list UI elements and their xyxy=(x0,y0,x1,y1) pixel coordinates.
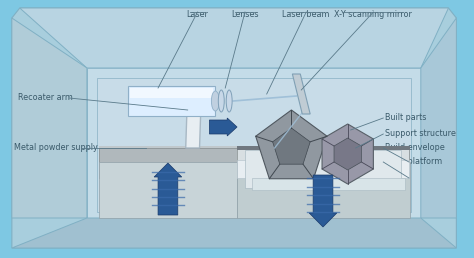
Polygon shape xyxy=(322,124,374,184)
Polygon shape xyxy=(99,146,237,148)
Bar xyxy=(245,150,401,188)
Text: Build envelope: Build envelope xyxy=(385,143,445,152)
Text: Laser beam: Laser beam xyxy=(283,10,330,19)
FancyArrow shape xyxy=(309,175,337,227)
Bar xyxy=(128,86,215,116)
Bar xyxy=(99,148,237,178)
Bar xyxy=(237,162,410,218)
Text: Support structure: Support structure xyxy=(385,130,456,139)
Text: Metal powder supply: Metal powder supply xyxy=(14,143,98,152)
Polygon shape xyxy=(252,178,405,190)
Text: Lenses: Lenses xyxy=(231,10,259,19)
Polygon shape xyxy=(292,74,310,114)
Ellipse shape xyxy=(226,90,232,112)
Text: X-Y scanning mirror: X-Y scanning mirror xyxy=(335,10,412,19)
Ellipse shape xyxy=(211,91,219,111)
Text: Laser: Laser xyxy=(187,10,209,19)
Polygon shape xyxy=(12,8,456,248)
Polygon shape xyxy=(186,88,201,148)
FancyArrow shape xyxy=(154,163,182,215)
Bar xyxy=(237,160,409,178)
Polygon shape xyxy=(12,18,87,218)
Polygon shape xyxy=(20,8,448,68)
Polygon shape xyxy=(97,78,411,212)
Text: Build platform: Build platform xyxy=(385,157,443,166)
Polygon shape xyxy=(334,138,361,170)
Polygon shape xyxy=(12,218,456,248)
Text: Built parts: Built parts xyxy=(385,114,427,123)
Bar xyxy=(237,148,409,178)
Bar xyxy=(237,146,410,150)
Polygon shape xyxy=(255,110,327,179)
Bar xyxy=(130,88,213,98)
Ellipse shape xyxy=(219,90,224,112)
Polygon shape xyxy=(273,128,310,164)
Bar xyxy=(99,148,409,162)
Text: Recoater arm: Recoater arm xyxy=(18,93,73,102)
Polygon shape xyxy=(421,18,456,218)
Polygon shape xyxy=(87,68,421,218)
FancyArrow shape xyxy=(210,118,237,136)
Bar xyxy=(99,162,237,218)
